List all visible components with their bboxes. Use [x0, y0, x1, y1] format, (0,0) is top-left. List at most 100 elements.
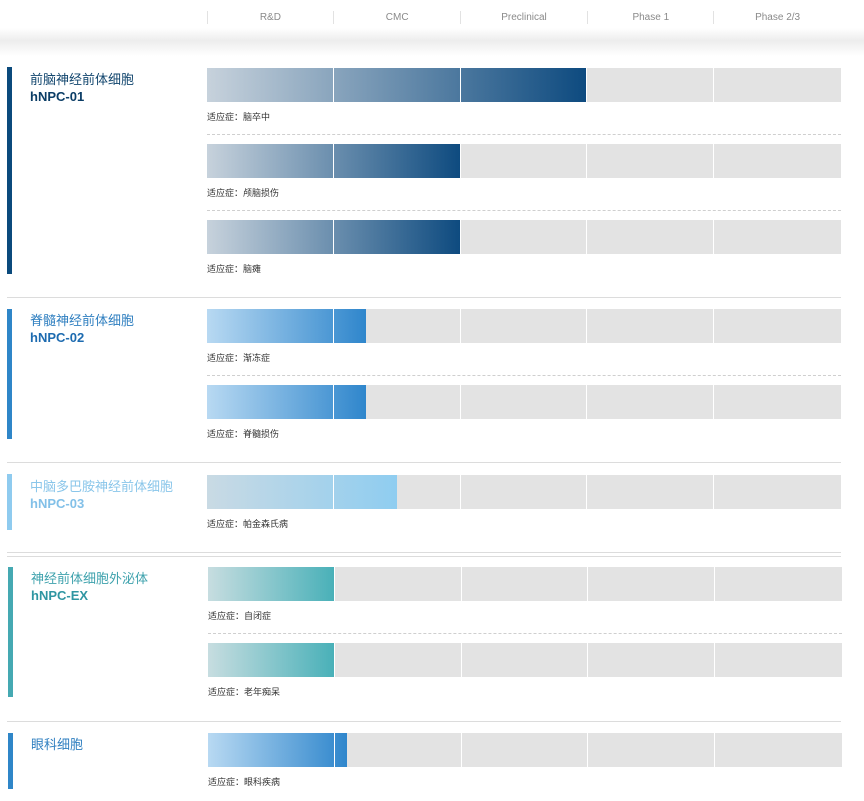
indication-label: 适应症：颅脑损伤 [207, 188, 279, 200]
indication-prefix: 适应症： [208, 778, 245, 788]
column-separator [713, 144, 714, 178]
indication-value: 帕金森氏病 [243, 520, 289, 530]
column-separator [461, 567, 462, 601]
indication-prefix: 适应症： [208, 688, 245, 698]
column-separator [587, 733, 588, 767]
stage-separator [333, 11, 334, 24]
indication-value: 脊髓损伤 [243, 430, 280, 440]
column-separator [713, 309, 714, 343]
indication-prefix: 适应症： [207, 354, 244, 364]
indication-label: 适应症：渐冻症 [207, 353, 270, 365]
column-separator [460, 68, 461, 102]
progress-track [207, 309, 841, 343]
program-accent-bar [7, 309, 12, 439]
column-separator [460, 309, 461, 343]
column-separator [334, 733, 335, 767]
column-separator [713, 385, 714, 419]
column-separator [586, 220, 587, 254]
stage-separator [587, 11, 588, 24]
column-separator [713, 68, 714, 102]
stage-label-r-d: R&D [259, 12, 281, 23]
progress-fill [207, 68, 588, 102]
indication-prefix: 适应症： [207, 113, 244, 123]
indication-label: 适应症：脊髓损伤 [207, 429, 279, 441]
stage-label-preclinical: Preclinical [501, 12, 547, 23]
stage-label-cmc: CMC [385, 12, 409, 23]
progress-track [208, 733, 842, 767]
program-name-hnpc-01: 前脑神经前体细胞 [30, 72, 135, 87]
progress-track [207, 144, 841, 178]
stage-header [0, 0, 864, 40]
column-separator [460, 220, 461, 254]
column-separator [586, 385, 587, 419]
indication-prefix: 适应症： [207, 265, 244, 275]
column-separator [714, 733, 715, 767]
indication-prefix: 适应症： [207, 520, 244, 530]
group-divider [7, 552, 841, 557]
program-code-hnpc-01: hNPC-01 [30, 89, 85, 104]
indication-label: 适应症：脑瘫 [207, 264, 261, 276]
progress-track [208, 567, 842, 601]
group-divider [7, 462, 841, 463]
program-name-hnpc-03: 中脑多巴胺神经前体细胞 [30, 479, 174, 494]
progress-fill [208, 733, 348, 767]
progress-fill [207, 385, 366, 419]
column-separator [714, 643, 715, 677]
column-separator [333, 309, 334, 343]
progress-track [207, 68, 841, 102]
program-name-ophthalmic: 眼科细胞 [31, 737, 84, 752]
program-code-hnpc-03: hNPC-03 [30, 496, 85, 511]
program-accent-bar [8, 567, 13, 697]
stage-separator [713, 11, 714, 24]
indication-prefix: 适应症： [208, 612, 245, 622]
program-code-hnpc-ex: hNPC-EX [31, 588, 89, 603]
column-separator [713, 475, 714, 509]
stage-separator [207, 11, 208, 24]
column-separator [586, 309, 587, 343]
column-separator [586, 475, 587, 509]
group-divider [7, 721, 841, 722]
stage-label-phase-2-3: Phase 2/3 [755, 12, 801, 23]
indication-value: 颅脑损伤 [243, 189, 280, 199]
row-separator [207, 210, 841, 211]
indication-value: 自闭症 [244, 612, 272, 622]
indication-value: 脑卒中 [243, 113, 271, 123]
column-separator [586, 144, 587, 178]
column-separator [460, 385, 461, 419]
group-divider [7, 297, 841, 298]
program-accent-bar [7, 67, 12, 274]
column-separator [460, 475, 461, 509]
indication-value: 渐冻症 [243, 354, 271, 364]
column-separator [587, 567, 588, 601]
row-separator [208, 633, 842, 634]
indication-label: 适应症：眼科疾病 [208, 777, 280, 789]
column-separator [713, 220, 714, 254]
stage-separator [460, 11, 461, 24]
program-code-hnpc-02: hNPC-02 [30, 330, 85, 345]
indication-prefix: 适应症： [207, 189, 244, 199]
column-separator [333, 68, 334, 102]
indication-label: 适应症：脑卒中 [207, 112, 270, 124]
column-separator [587, 643, 588, 677]
indication-value: 脑瘫 [243, 265, 262, 275]
column-separator [460, 144, 461, 178]
column-separator [461, 643, 462, 677]
indication-value: 眼科疾病 [244, 778, 281, 788]
program-name-hnpc-ex: 神经前体细胞外泌体 [31, 571, 149, 586]
stage-label-phase-1: Phase 1 [632, 12, 670, 23]
column-separator [333, 144, 334, 178]
indication-label: 适应症：老年痴呆 [208, 687, 280, 699]
indication-value: 老年痴呆 [244, 688, 281, 698]
progress-fill [207, 309, 366, 343]
column-separator [714, 567, 715, 601]
column-separator [334, 643, 335, 677]
progress-fill [208, 567, 335, 601]
progress-fill [207, 475, 398, 509]
header-shadow [0, 40, 864, 56]
indication-label: 适应症：自闭症 [208, 611, 271, 623]
program-accent-bar [7, 474, 12, 530]
program-name-hnpc-02: 脊髓神经前体细胞 [30, 313, 135, 328]
column-separator [586, 68, 587, 102]
progress-track [207, 385, 841, 419]
row-separator [207, 134, 841, 135]
